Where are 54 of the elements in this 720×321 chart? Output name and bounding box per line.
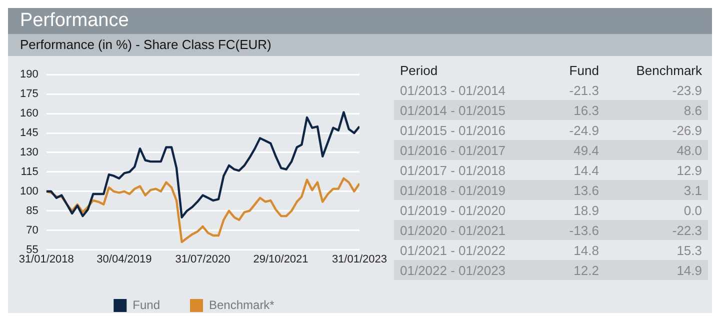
chart-title: Performance: [8, 8, 712, 34]
category-label: 01/2018 - 01/2019: [399, 182, 507, 200]
y-tick-label: 100: [20, 185, 38, 198]
y-tick-label: 130: [20, 146, 38, 158]
data-label: -22.3: [671, 222, 703, 240]
category-label: 01/2017 - 01/2018: [399, 162, 507, 180]
data-label: 12.9: [676, 162, 703, 180]
data-label: 13.6: [572, 182, 600, 200]
y-tick-label: 115: [20, 166, 38, 178]
y-tick-label: 70: [26, 224, 38, 236]
data-label: -24.9: [568, 122, 600, 140]
category-label: 01/2014 - 01/2015: [399, 102, 507, 120]
y-tick-label: 190: [20, 68, 38, 81]
row-shading: 01/2022 - 01/2023 12.2 14.9: [394, 260, 708, 280]
category-label: 01/2020 - 01/2021: [399, 222, 507, 240]
data-label: 14.9: [676, 262, 703, 280]
data-label: -23.9: [671, 82, 703, 100]
category-label: 01/2016 - 01/2017: [399, 142, 507, 160]
category-label: 01/2022 - 01/2023: [399, 262, 507, 280]
text: Period: [399, 62, 439, 80]
data-label: 12.2: [572, 262, 600, 280]
data-label: -13.6: [568, 222, 600, 240]
series-label: Fund: [568, 62, 600, 80]
data-label: 15.3: [676, 242, 703, 260]
row-shading: 01/2020 - 01/2021 -13.6 -22.3: [394, 220, 708, 240]
data-label: -21.3: [568, 82, 600, 100]
legend-label: Fund: [132, 298, 160, 312]
category-label: 01/2019 - 01/2020: [399, 202, 507, 220]
x-tick-label: 31/07/2020: [175, 253, 230, 266]
chart-subtitle: Performance (in %) - Share Class FC(EUR): [8, 34, 712, 56]
data-label: 8.6: [682, 102, 703, 120]
x-tick-label: 31/01/2023: [332, 253, 388, 266]
data-label: 14.4: [572, 162, 600, 180]
text: Benchmark: [635, 62, 703, 80]
y-tick-label: 160: [20, 108, 38, 120]
data-label: 49.4: [572, 142, 600, 160]
category-label: 01/2021 - 01/2022: [399, 242, 507, 260]
x-tick-label: 31/01/2018: [18, 253, 74, 266]
data-label: 18.9: [572, 202, 600, 220]
data-label: 48.0: [676, 142, 703, 160]
y-tick-label: 55: [26, 244, 38, 256]
data-label: -26.9: [671, 122, 703, 140]
data-label: 14.8: [572, 242, 600, 260]
y-tick-label: 145: [20, 127, 38, 140]
category-label: 01/2015 - 01/2016: [399, 122, 507, 140]
data-label: 3.1: [682, 182, 703, 200]
legend-label: Benchmark*: [208, 298, 275, 312]
data-label: 16.3: [572, 102, 600, 120]
x-tick-label: 30/04/2019: [96, 253, 152, 266]
y-tick-label: 175: [20, 88, 38, 100]
category-label: 01/2013 - 01/2014: [399, 82, 507, 100]
y-tick-label: 85: [26, 204, 38, 217]
data-label: 0.0: [682, 202, 703, 220]
x-tick-label: 29/10/2021: [253, 253, 308, 266]
